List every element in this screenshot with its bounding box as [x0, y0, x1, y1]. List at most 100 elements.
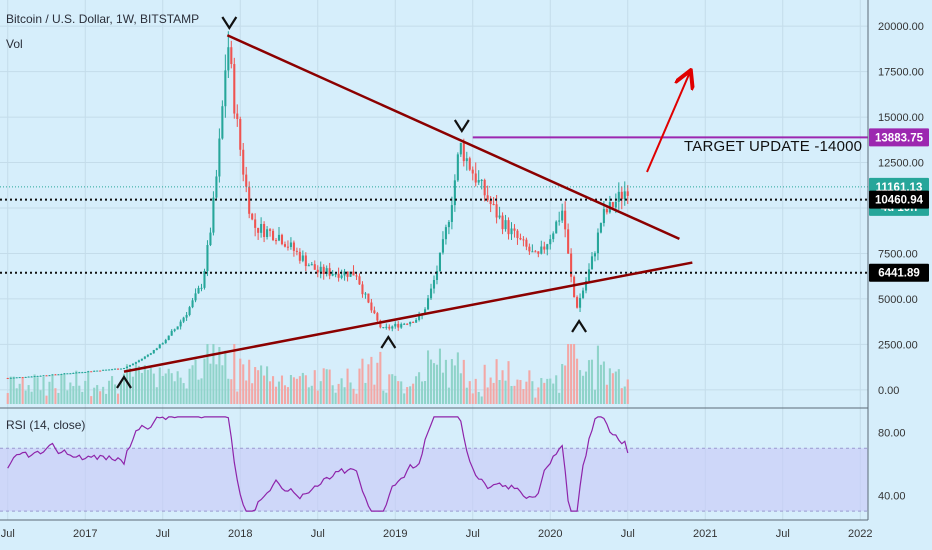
- volume-bar: [143, 365, 146, 404]
- candle-body: [176, 326, 179, 330]
- time-tick-label: 2022: [848, 528, 872, 540]
- volume-bar: [567, 344, 570, 404]
- volume-bar: [96, 385, 99, 404]
- candle-body: [462, 142, 465, 162]
- volume-bar: [182, 383, 185, 404]
- time-tick-label: 2018: [228, 528, 252, 540]
- candle-body: [143, 356, 146, 359]
- candle-body: [441, 239, 444, 253]
- trough-marker: [116, 374, 132, 389]
- candle-body: [137, 360, 140, 363]
- candle-body: [108, 369, 111, 371]
- candle-body: [599, 223, 602, 233]
- candle-body: [155, 348, 158, 351]
- volume-bar: [21, 377, 24, 404]
- volume-bar: [507, 361, 510, 404]
- candle-body: [269, 229, 272, 231]
- volume-bar: [373, 384, 376, 404]
- candle-body: [623, 191, 626, 200]
- candle-body: [316, 269, 319, 273]
- volume-bar: [254, 367, 257, 404]
- candle-body: [391, 326, 394, 329]
- volume-bar: [441, 372, 444, 404]
- volume-bar: [170, 373, 173, 404]
- volume-bar: [251, 383, 254, 404]
- candle-body: [504, 220, 507, 230]
- time-tick-label: 2021: [693, 528, 717, 540]
- price-tick-label: 5000.00: [878, 294, 918, 306]
- candle-body: [21, 377, 24, 379]
- candle-body: [185, 314, 188, 318]
- candle-body: [69, 373, 72, 375]
- volume-bar: [573, 344, 576, 404]
- price-candles: [6, 31, 629, 379]
- volume-bar: [528, 370, 531, 404]
- volume-bar: [87, 371, 90, 404]
- volume-bar: [99, 391, 102, 404]
- volume-bar: [599, 364, 602, 404]
- volume-bar: [486, 387, 489, 404]
- volume-bar: [188, 368, 191, 404]
- chart-title: Bitcoin / U.S. Dollar, 1W, BITSTAMP: [6, 12, 200, 26]
- candle-body: [298, 251, 301, 261]
- volume-bar: [209, 363, 212, 404]
- volume-bar: [421, 381, 424, 404]
- candle-body: [418, 315, 421, 320]
- candle-body: [114, 368, 117, 370]
- volume-bar: [540, 378, 543, 404]
- candle-body: [489, 200, 492, 205]
- candle-body: [626, 191, 629, 196]
- volume-bar: [468, 381, 471, 404]
- candle-body: [605, 209, 608, 213]
- volume-bar: [581, 375, 585, 404]
- volume-bar: [185, 388, 188, 404]
- volume-bar: [462, 359, 465, 404]
- volume-bar: [489, 377, 492, 404]
- candle-body: [567, 229, 570, 254]
- candle-body: [292, 242, 295, 251]
- candle-body: [364, 293, 367, 295]
- volume-bar: [90, 396, 93, 404]
- target-annotation: TARGET UPDATE -14000: [684, 138, 863, 155]
- candle-body: [182, 317, 185, 322]
- candle-body: [403, 323, 406, 325]
- candle-body: [140, 358, 143, 361]
- candle-body: [522, 239, 525, 241]
- candle-body: [477, 180, 480, 183]
- volume-bar: [450, 359, 453, 404]
- candle-body: [122, 368, 126, 370]
- volume-bar: [513, 385, 516, 404]
- volume-bar: [24, 390, 27, 404]
- volume-bar: [102, 386, 105, 404]
- volume-bar: [346, 368, 349, 404]
- candle-body: [510, 228, 513, 235]
- candle-body: [194, 293, 197, 301]
- volume-bar: [212, 344, 215, 404]
- candle-body: [39, 375, 42, 377]
- candle-body: [480, 179, 483, 181]
- candle-body: [552, 233, 555, 240]
- candle-body: [412, 321, 415, 323]
- volume-bar: [459, 373, 462, 404]
- volume-bar: [587, 360, 591, 404]
- volume-bar: [75, 370, 78, 404]
- volume-bar: [161, 375, 164, 404]
- candle-body: [27, 376, 30, 378]
- volume-bar: [501, 370, 504, 404]
- volume-bar: [140, 372, 143, 404]
- time-tick-label: Jul: [156, 528, 170, 540]
- candle-body: [400, 324, 403, 328]
- candle-body: [152, 350, 155, 354]
- rsi-panel: [0, 416, 868, 512]
- volume-bar: [218, 347, 221, 404]
- volume-bar: [367, 364, 370, 404]
- candle-body: [224, 70, 227, 107]
- candle-body: [233, 64, 236, 114]
- candle-body: [90, 371, 93, 373]
- volume-bar: [137, 365, 140, 404]
- volume-bar: [245, 380, 248, 404]
- volume-bar: [248, 359, 251, 404]
- volume-bar: [257, 370, 260, 404]
- candle-body: [310, 264, 313, 266]
